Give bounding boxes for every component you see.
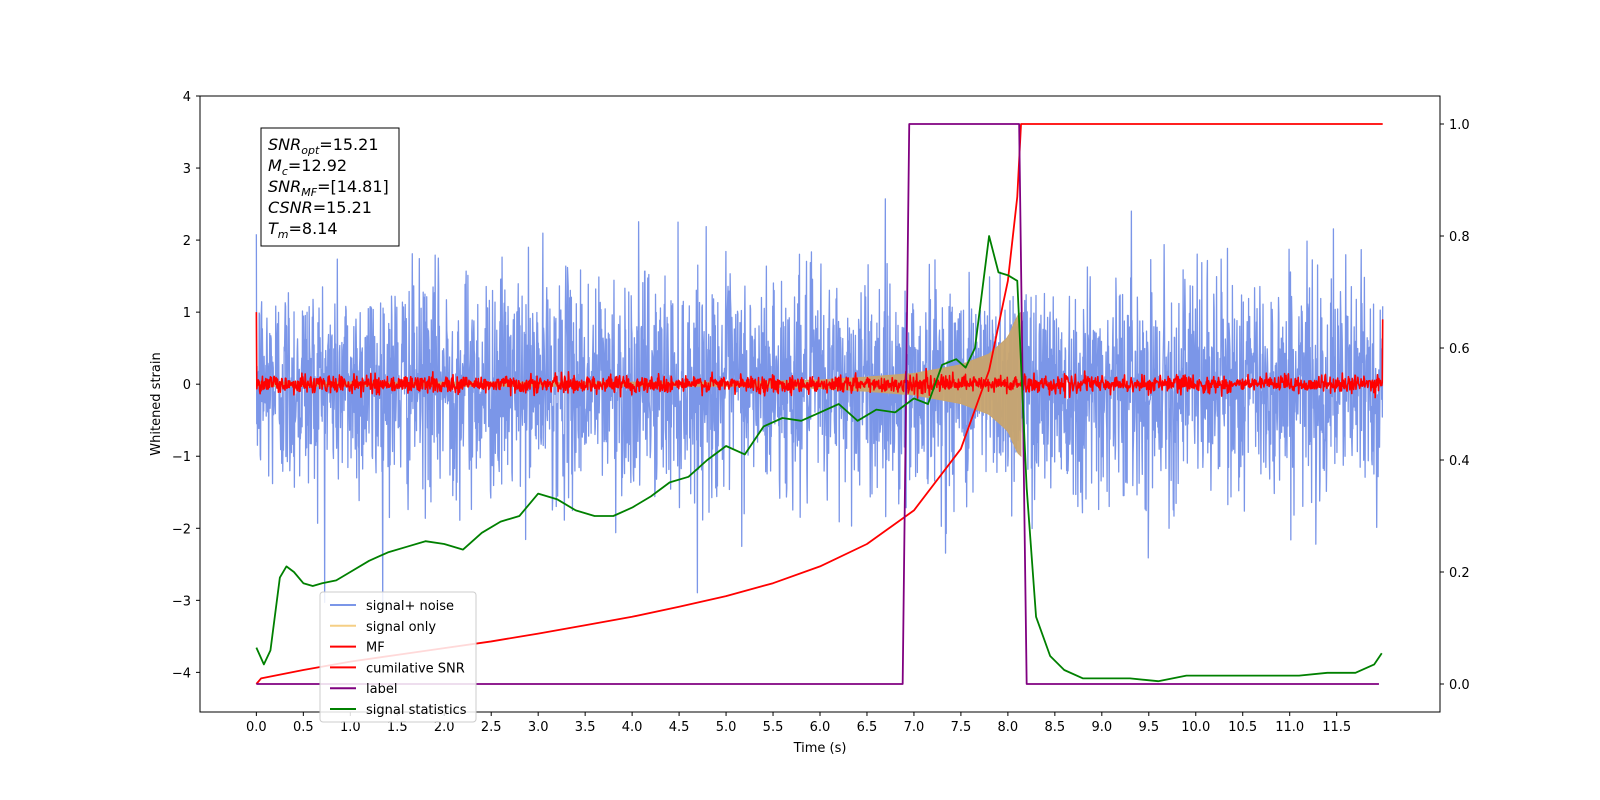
y2-tick-label: 0.0 xyxy=(1449,678,1470,693)
y2-tick-label: 0.6 xyxy=(1449,342,1470,357)
annotation-value: =12.92 xyxy=(288,156,347,175)
annotation-subscript: opt xyxy=(301,144,320,157)
x-tick-label: 5.5 xyxy=(763,720,784,735)
snr-annotation-box: SNRopt=15.21Mc=12.92SNRMF=[14.81]CSNR=15… xyxy=(260,127,400,247)
y-tick-label: −4 xyxy=(172,666,191,681)
annotation-line: Tm=8.14 xyxy=(268,219,338,241)
legend-label-signal-statistics: signal statistics xyxy=(366,703,467,718)
x-tick-label: 10.0 xyxy=(1181,720,1210,735)
y-tick-label: −2 xyxy=(172,522,191,537)
annotation-symbol: CSNR xyxy=(268,198,313,217)
y-axis-label: Whitened strain xyxy=(149,352,164,455)
y-axis-right: 1.0 0.8 0.6 0.4 0.2 0.0 xyxy=(1440,118,1470,693)
legend: signal+ noise signal only MF cumilative SNR… xyxy=(319,591,477,723)
legend-label-signal-noise: signal+ noise xyxy=(366,599,454,614)
x-tick-label: 8.0 xyxy=(998,720,1019,735)
y-tick-label: 3 xyxy=(183,162,191,177)
annotation-frame xyxy=(260,127,400,247)
series-signal-statistics xyxy=(255,235,1383,683)
annotation-subscript: MF xyxy=(301,186,317,199)
x-tick-label: 11.5 xyxy=(1322,720,1351,735)
x-tick-label: 2.0 xyxy=(434,720,455,735)
x-tick-label: 5.0 xyxy=(716,720,737,735)
annotation-symbol: M xyxy=(268,156,282,175)
x-axis: 0.0 0.5 1.0 1.5 2.0 2.5 3.0 3.5 4.0 4.5 5.0 5.5 6.0 6… xyxy=(246,712,1351,735)
annotation-value: =15.21 xyxy=(319,135,378,154)
x-tick-label: 3.5 xyxy=(575,720,596,735)
x-tick-label: 7.0 xyxy=(904,720,925,735)
y-tick-label: −1 xyxy=(172,450,191,465)
x-tick-label: 0.5 xyxy=(293,720,314,735)
x-tick-label: 9.5 xyxy=(1138,720,1159,735)
x-tick-label: 6.0 xyxy=(810,720,831,735)
annotation-line: CSNR=15.21 xyxy=(268,198,372,217)
x-tick-label: 11.0 xyxy=(1275,720,1304,735)
y-tick-label: 1 xyxy=(183,306,191,321)
x-tick-label: 9.0 xyxy=(1091,720,1112,735)
series-mf xyxy=(255,312,1384,399)
y2-tick-label: 0.2 xyxy=(1449,566,1470,581)
legend-label-mf: MF xyxy=(366,641,385,656)
series-label xyxy=(256,123,1379,685)
x-tick-label: 4.5 xyxy=(669,720,690,735)
annotation-value: =[14.81] xyxy=(317,177,389,196)
x-tick-label: 10.5 xyxy=(1228,720,1257,735)
y2-tick-label: 1.0 xyxy=(1449,118,1470,133)
annotation-symbol: T xyxy=(268,219,279,238)
legend-frame xyxy=(319,591,477,723)
legend-label-label: label xyxy=(366,682,397,697)
legend-label-cumilative-snr: cumilative SNR xyxy=(366,661,465,676)
y-tick-label: 0 xyxy=(183,378,191,393)
x-tick-label: 1.0 xyxy=(340,720,361,735)
series-signal-noise xyxy=(255,198,1384,609)
x-tick-label: 7.5 xyxy=(951,720,972,735)
annotation-line: SNRMF=[14.81] xyxy=(268,177,389,199)
y-tick-label: 4 xyxy=(183,90,191,105)
annotation-symbol: SNR xyxy=(268,177,301,196)
annotation-line: Mc=12.92 xyxy=(268,156,347,178)
y-tick-label: 2 xyxy=(183,234,191,249)
y-tick-label: −3 xyxy=(172,594,191,609)
x-tick-label: 3.0 xyxy=(528,720,549,735)
y2-tick-label: 0.4 xyxy=(1449,454,1470,469)
x-tick-label: 0.0 xyxy=(246,720,267,735)
x-tick-label: 6.5 xyxy=(857,720,878,735)
y-axis-left: 4 3 2 1 0 −1 −2 −3 −4 xyxy=(172,90,200,681)
annotation-value: =15.21 xyxy=(313,198,372,217)
legend-label-signal-only: signal only xyxy=(366,620,436,635)
y2-tick-label: 0.8 xyxy=(1449,230,1470,245)
annotation-symbol: SNR xyxy=(268,135,301,154)
annotation-subscript: m xyxy=(278,228,289,241)
annotation-value: =8.14 xyxy=(289,219,338,238)
x-axis-label: Time (s) xyxy=(793,741,847,756)
annotation-line: SNRopt=15.21 xyxy=(268,135,379,157)
x-tick-label: 4.0 xyxy=(622,720,643,735)
x-tick-label: 8.5 xyxy=(1045,720,1066,735)
x-tick-label: 2.5 xyxy=(481,720,502,735)
x-tick-label: 1.5 xyxy=(387,720,408,735)
annotation-subscript: c xyxy=(282,165,288,178)
